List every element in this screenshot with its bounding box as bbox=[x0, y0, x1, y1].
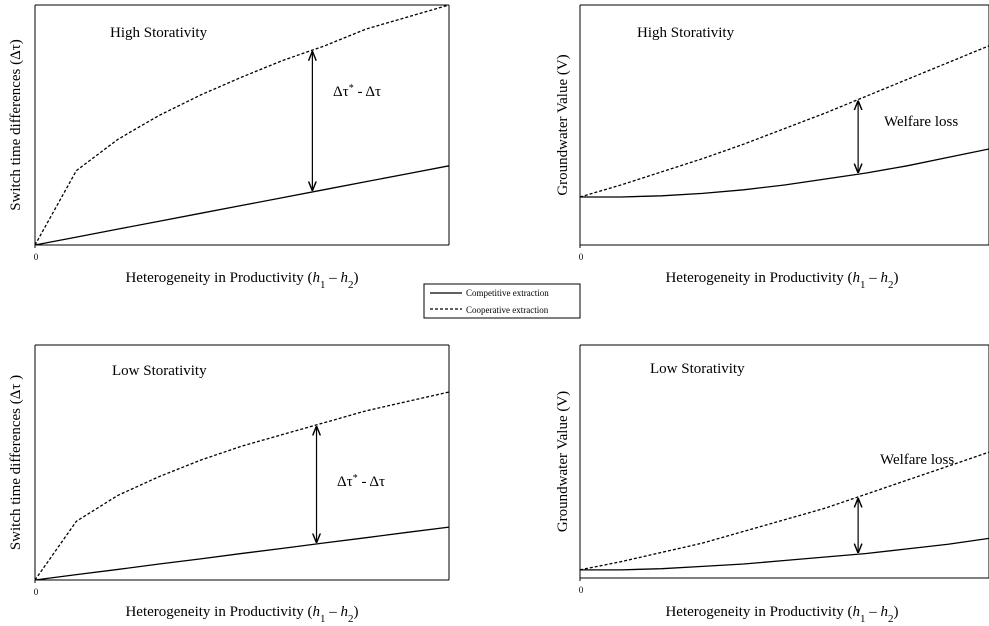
panel-title: High Storativity bbox=[110, 25, 208, 41]
x-axis-label-part: – bbox=[866, 604, 881, 620]
x-axis-label-part: 1 bbox=[320, 279, 326, 291]
x-axis-label-part: h bbox=[341, 604, 349, 620]
x-axis-label-part: h bbox=[341, 270, 349, 286]
y-axis-label: Switch time differences (Δτ) bbox=[8, 39, 24, 211]
x-axis-label: Heterogeneity in Productivity (h1 – h2) bbox=[125, 270, 358, 291]
annotation-part: - Δτ bbox=[354, 84, 381, 100]
x-axis-label-part: h bbox=[853, 270, 861, 286]
annotation: Δτ* - Δτ bbox=[337, 473, 385, 491]
x-axis-label-part: – bbox=[326, 604, 341, 620]
series-line: Cooperative extraction bbox=[34, 4, 450, 246]
x-axis-label-part: h bbox=[313, 604, 321, 620]
annotation: Welfare loss bbox=[880, 452, 954, 468]
series-line: Cooperative extraction bbox=[579, 451, 989, 571]
annotation-part: Δτ bbox=[337, 474, 353, 490]
panel-title: Low Storativity bbox=[112, 363, 207, 379]
y-axis-label: Switch time differences (Δτ ) bbox=[8, 375, 24, 550]
series-line: Competitive extraction bbox=[580, 148, 989, 198]
annotation-part: Welfare loss bbox=[884, 114, 958, 130]
x-axis-label-part: 2 bbox=[348, 613, 354, 625]
legend-label: Cooperative extraction bbox=[466, 305, 549, 315]
x-axis-label-part: h bbox=[881, 270, 889, 286]
x-axis-label-part: 2 bbox=[888, 613, 894, 625]
x-tick-label: 0 bbox=[34, 587, 39, 597]
x-axis-label-part: 2 bbox=[348, 279, 354, 291]
panel-title: High Storativity bbox=[637, 25, 735, 41]
x-axis-label-part: Heterogeneity in Productivity ( bbox=[665, 604, 852, 620]
x-axis-label-part: 1 bbox=[860, 279, 866, 291]
y-axis-label: Groundwater Value (V) bbox=[555, 54, 571, 195]
series-line: Cooperative extraction bbox=[579, 45, 989, 198]
x-axis-label-part: 1 bbox=[320, 613, 326, 625]
x-tick-label: 0 bbox=[34, 252, 39, 262]
annotation-part: - Δτ bbox=[358, 474, 385, 490]
legend: Competitive extraction Cooperative extra… bbox=[423, 283, 581, 319]
annotation: Welfare loss bbox=[884, 114, 958, 130]
x-axis-label-part: h bbox=[881, 604, 889, 620]
x-axis-label-part: Heterogeneity in Productivity ( bbox=[665, 270, 852, 286]
annotation-part: Welfare loss bbox=[880, 452, 954, 468]
x-axis-label-part: Heterogeneity in Productivity ( bbox=[125, 270, 312, 286]
x-axis-label-part: – bbox=[326, 270, 341, 286]
x-tick-label: 0 bbox=[579, 585, 584, 595]
x-axis-label-part: 1 bbox=[860, 613, 866, 625]
x-tick-label: 0 bbox=[579, 252, 584, 262]
x-axis-label-part: ) bbox=[894, 270, 899, 286]
x-axis-label: Heterogeneity in Productivity (h1 – h2) bbox=[125, 604, 358, 625]
panel-title: Low Storativity bbox=[650, 361, 745, 377]
x-axis-label-part: ) bbox=[354, 604, 359, 620]
series-line: Cooperative extraction bbox=[34, 391, 450, 581]
annotation: Δτ* - Δτ bbox=[333, 83, 381, 101]
annotation-part: Δτ bbox=[333, 84, 349, 100]
x-axis-label: Heterogeneity in Productivity (h1 – h2) bbox=[665, 270, 898, 291]
x-axis-label-part: ) bbox=[894, 604, 899, 620]
y-axis-label: Groundwater Value (V) bbox=[555, 391, 571, 532]
series-line: Competitive extraction bbox=[580, 537, 989, 571]
x-axis-label-part: ) bbox=[354, 270, 359, 286]
annotation-part: * bbox=[349, 83, 354, 94]
legend-box bbox=[423, 283, 581, 319]
x-axis-label: Heterogeneity in Productivity (h1 – h2) bbox=[665, 604, 898, 625]
x-axis-label-part: – bbox=[866, 270, 881, 286]
x-axis-label-part: Heterogeneity in Productivity ( bbox=[125, 604, 312, 620]
annotation-part: * bbox=[353, 473, 358, 484]
legend-label: Competitive extraction bbox=[466, 288, 549, 298]
series-line: Competitive extraction bbox=[34, 526, 450, 581]
x-axis-label-part: h bbox=[313, 270, 321, 286]
x-axis-label-part: h bbox=[853, 604, 861, 620]
x-axis-label-part: 2 bbox=[888, 279, 894, 291]
series-line: Competitive extraction bbox=[34, 165, 450, 246]
